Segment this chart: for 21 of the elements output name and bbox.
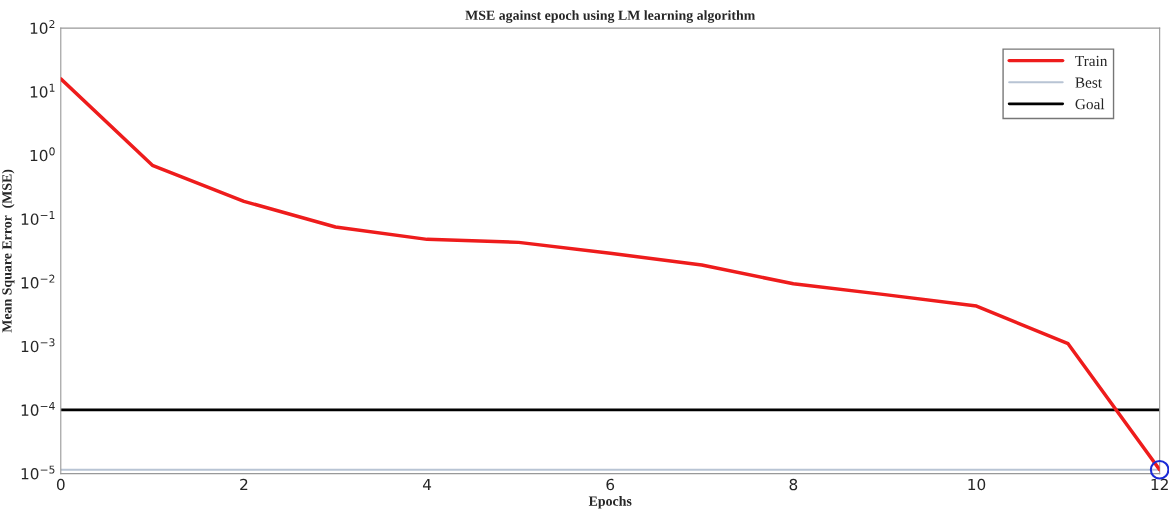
- x-tick-label: 0: [56, 478, 65, 491]
- y-tick-label: 10$^{2}$: [30, 20, 55, 35]
- y-tick-label: 10$^{−4}$: [21, 402, 55, 416]
- legend-label: Best: [1075, 77, 1102, 88]
- y-tick-label: 10$^{−1}$: [21, 211, 55, 225]
- x-tick-label: 4: [422, 478, 432, 491]
- chart-title: MSE against epoch using LM learning algorithm: [465, 10, 756, 23]
- y-tick-label: 10$^{0}$: [30, 147, 55, 162]
- x-tick-label: 2: [240, 478, 248, 491]
- y-tick-label: 10$^{−2}$: [21, 274, 55, 289]
- y-tick-label: 10$^{−5}$: [21, 465, 55, 480]
- legend-label: Train: [1075, 55, 1108, 67]
- y-tick-label: 10$^{−3}$: [21, 338, 55, 353]
- legend-label: Goal: [1075, 98, 1105, 110]
- x-tick-label: 8: [789, 478, 798, 491]
- x-tick-label: 10: [968, 478, 986, 491]
- x-tick-label: 6: [606, 478, 615, 491]
- x-tick-label: 12: [1151, 478, 1168, 491]
- y-axis-title: Mean Square Error (MSE): [1, 169, 15, 333]
- y-tick-label: 10$^{1}$: [30, 83, 55, 98]
- x-axis-title: Epochs: [588, 496, 632, 509]
